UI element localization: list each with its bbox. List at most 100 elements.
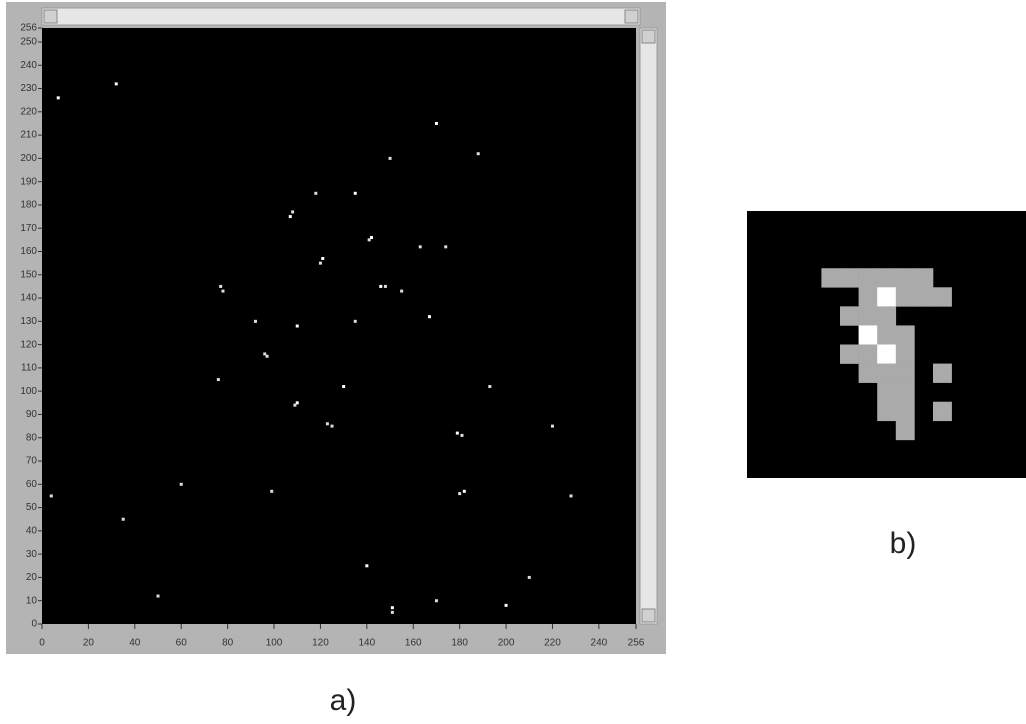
zoom-pixel — [877, 401, 897, 422]
pixel — [56, 96, 60, 100]
pixel — [291, 210, 295, 214]
pixel — [367, 238, 371, 242]
y-tick-label: 40 — [26, 526, 38, 537]
scroll-up-button[interactable] — [641, 29, 656, 44]
pixel — [476, 152, 480, 156]
y-tick-label: 190 — [20, 176, 37, 187]
zoom-pixel — [877, 306, 897, 326]
horizontal-scrollbar[interactable] — [41, 7, 641, 26]
x-tick-label: 0 — [39, 638, 45, 649]
zoom-pixel — [895, 382, 915, 403]
y-tick-label: 160 — [20, 246, 37, 257]
pixel — [295, 324, 299, 328]
scroll-left-button[interactable] — [43, 9, 58, 24]
zoom-pixel — [877, 268, 897, 288]
zoom-pixel — [895, 401, 915, 422]
x-tick-label: 20 — [83, 638, 95, 649]
zoom-pixel — [858, 325, 878, 345]
pixel — [314, 191, 318, 195]
y-tick-label: 220 — [20, 106, 37, 117]
pixel — [390, 610, 394, 614]
pixel — [504, 603, 508, 607]
x-tick-label: 160 — [405, 638, 422, 649]
x-tick-label: 256 — [628, 638, 645, 649]
x-tick-label: 180 — [451, 638, 468, 649]
pixel — [49, 494, 53, 498]
x-tick-label: 100 — [266, 638, 283, 649]
zoom-pixel — [895, 325, 915, 345]
zoom-pixel — [821, 268, 841, 288]
vertical-scrollbar[interactable] — [639, 27, 658, 625]
pixel — [265, 354, 269, 358]
pixel — [550, 424, 554, 428]
pixel — [353, 191, 357, 195]
y-tick-label: 120 — [20, 339, 37, 350]
zoom-pixel — [877, 344, 897, 364]
pixel — [325, 422, 329, 426]
pixel — [388, 156, 392, 160]
y-tick-label: 30 — [26, 549, 38, 560]
zoom-pixel — [858, 306, 878, 326]
zoom-pixel — [895, 268, 915, 288]
zoom-pixel — [895, 420, 915, 441]
pixel — [462, 489, 466, 493]
y-tick-label: 210 — [20, 130, 37, 141]
zoom-pixel — [895, 287, 915, 307]
zoom-pixel — [933, 287, 952, 307]
zoom-pixel — [914, 268, 934, 288]
x-tick-label: 40 — [129, 638, 141, 649]
pixel — [569, 494, 573, 498]
pixel — [390, 606, 394, 610]
y-tick-label: 140 — [20, 293, 37, 304]
pixel — [434, 599, 438, 603]
y-tick-label: 60 — [26, 479, 38, 490]
pixel — [365, 564, 369, 568]
pixel — [156, 594, 160, 598]
pixel — [253, 319, 257, 323]
x-tick-label: 240 — [591, 638, 608, 649]
pixel — [400, 289, 404, 293]
pixel — [434, 121, 438, 125]
pixel — [114, 82, 118, 86]
x-tick-label: 60 — [176, 638, 188, 649]
pixel — [369, 236, 373, 240]
pixel — [295, 401, 299, 405]
y-tick-label: 20 — [26, 572, 38, 583]
pixel — [379, 284, 383, 288]
zoom-pixel — [877, 363, 897, 383]
y-tick-label: 110 — [21, 363, 37, 374]
pixel — [488, 385, 492, 389]
scroll-right-button[interactable] — [624, 9, 639, 24]
y-tick-label: 70 — [26, 456, 38, 467]
zoom-pixel — [858, 363, 878, 383]
zoom-pixel — [914, 287, 934, 307]
pixel — [527, 575, 531, 579]
pixel — [353, 319, 357, 323]
zoom-pixel — [895, 363, 915, 383]
y-tick-label: 10 — [26, 595, 38, 606]
zoom-pixel — [840, 268, 859, 288]
y-tick-label: 0 — [31, 619, 37, 630]
image-plot — [42, 28, 636, 624]
zoom-pixel — [858, 268, 878, 288]
y-tick-label: 50 — [26, 502, 38, 513]
pixel — [427, 315, 431, 319]
y-tick-label: 170 — [20, 223, 37, 234]
zoom-pixel — [877, 382, 897, 403]
pixel — [288, 215, 292, 219]
pixel — [455, 431, 459, 435]
x-tick-label: 80 — [222, 638, 234, 649]
zoom-pixel — [877, 325, 897, 345]
y-tick-label: 250 — [20, 37, 37, 48]
y-tick-label: 230 — [20, 83, 37, 94]
pixel — [458, 492, 462, 496]
pixel — [460, 433, 464, 437]
pixel — [444, 245, 448, 249]
scroll-down-button[interactable] — [641, 608, 656, 623]
zoom-pixel — [933, 363, 952, 383]
pixel — [179, 482, 183, 486]
pixel — [219, 284, 223, 288]
pixel — [121, 517, 125, 521]
zoom-pixel — [858, 344, 878, 364]
